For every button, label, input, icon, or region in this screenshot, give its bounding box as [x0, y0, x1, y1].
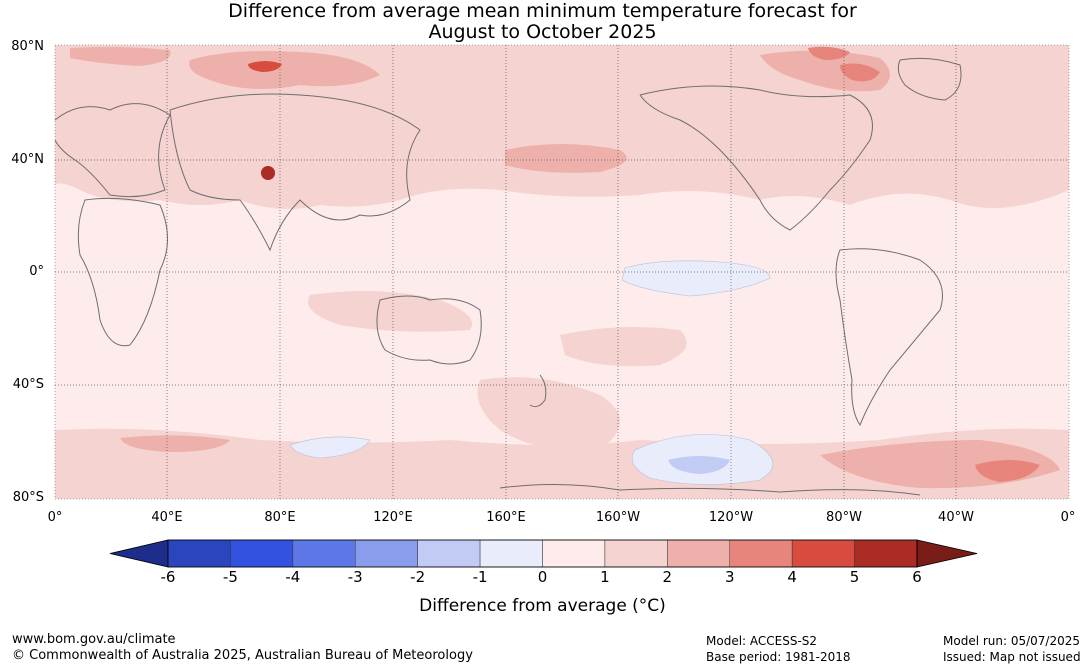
lon-label-160e: 160°E — [486, 510, 526, 525]
colorbar-swatch — [791, 539, 855, 568]
coastlines — [55, 57, 962, 496]
lon-label-120e: 120°E — [373, 510, 413, 525]
lon-label-80e: 80°E — [264, 510, 296, 525]
footer-issued: Issued: Map not issued — [943, 650, 1081, 664]
anomaly-region-arctic-east — [760, 50, 890, 92]
colorbar — [109, 539, 978, 568]
colorbar-arrow-low — [109, 539, 169, 568]
map-title-line1: Difference from average mean minimum tem… — [228, 0, 857, 22]
anomaly-region-indian-ocean — [308, 291, 472, 332]
anomaly-region-north — [55, 45, 1069, 209]
footer-website: www.bom.gov.au/climate — [12, 632, 176, 647]
colorbar-tick-label: -5 — [222, 568, 238, 586]
footer-base-period: Base period: 1981-2018 — [706, 650, 851, 664]
colorbar-tick-label: 3 — [724, 568, 735, 586]
colorbar-tick-label: 2 — [662, 568, 673, 586]
colorbar-tick-label: -6 — [160, 568, 176, 586]
colorbar-swatch — [167, 539, 231, 568]
lon-label-0-east: 0° — [1060, 510, 1076, 525]
anomaly-region-southern-cool — [289, 436, 371, 459]
footer-copyright: © Commonwealth of Australia 2025, Austra… — [12, 648, 473, 663]
lat-label-40s: 40°S — [12, 377, 44, 392]
colorbar-swatch — [479, 539, 543, 568]
map-frame — [54, 44, 1070, 500]
lon-label-40e: 40°E — [151, 510, 183, 525]
colorbar-title: Difference from average (°C) — [419, 596, 666, 616]
colorbar-swatch — [355, 539, 418, 568]
colorbar-tick-label: -1 — [472, 568, 488, 586]
lon-label-80w: 80°W — [826, 510, 862, 525]
colorbar-swatch — [292, 539, 356, 568]
footer-model: Model: ACCESS-S2 — [706, 634, 818, 648]
colorbar-tick-label: 5 — [849, 568, 860, 586]
lon-label-160w: 160°W — [595, 510, 641, 525]
lon-label-0-west: 0° — [47, 510, 63, 525]
forecast-map — [54, 44, 1070, 500]
anomaly-region-arctic — [189, 51, 380, 89]
colorbar-tick-label: 0 — [537, 568, 548, 586]
anomaly-region-ross-sea-cooler — [668, 456, 730, 474]
colorbar-swatch — [854, 539, 918, 568]
anomaly-region-tropical-pacific — [621, 260, 771, 297]
colorbar-tick-label: 6 — [912, 568, 922, 586]
anomaly-hotspot-canada — [840, 63, 880, 82]
colorbar-swatch — [417, 539, 481, 568]
anomaly-hotspot-siberia — [248, 61, 282, 72]
colorbar-swatch — [667, 539, 730, 568]
anomaly-region-south-pacific-2 — [560, 326, 687, 367]
anomaly-region-south-pacific — [477, 377, 620, 451]
anomaly-region-southern-ocean-west — [120, 435, 230, 452]
colorbar-outline — [167, 539, 918, 568]
lon-label-120w: 120°W — [708, 510, 754, 525]
anomaly-hotspot-south-atlantic — [975, 460, 1040, 482]
colorbar-tick-label: -4 — [285, 568, 301, 586]
colorbar-swatch — [230, 539, 294, 568]
lat-label-0: 0° — [29, 264, 44, 279]
colorbar-swatch — [604, 539, 668, 568]
colorbar-swatch — [729, 539, 793, 568]
colorbar-arrow-high — [916, 539, 978, 568]
anomaly-hotspot-arctic — [808, 46, 850, 60]
lon-label-40w: 40°W — [938, 510, 974, 525]
anomaly-region-pacific-north — [505, 144, 627, 173]
map-title-line2: August to October 2025 — [428, 21, 657, 43]
colorbar-tick-label: 4 — [787, 568, 797, 586]
colorbar-swatch — [542, 539, 606, 568]
lat-label-80n: 80°N — [11, 39, 44, 54]
colorbar-tick-label: -2 — [410, 568, 426, 586]
map-gridlines — [55, 45, 1069, 499]
lat-label-40n: 40°N — [11, 152, 44, 167]
footer-model-run: Model run: 05/07/2025 — [943, 634, 1081, 648]
colorbar-tick-label: 1 — [600, 568, 610, 586]
lat-label-80s: 80°S — [12, 490, 44, 505]
anomaly-region-europe-north — [70, 46, 171, 66]
colorbar-tick-label: -3 — [347, 568, 363, 586]
anomaly-hotspot-tibet — [261, 166, 275, 180]
